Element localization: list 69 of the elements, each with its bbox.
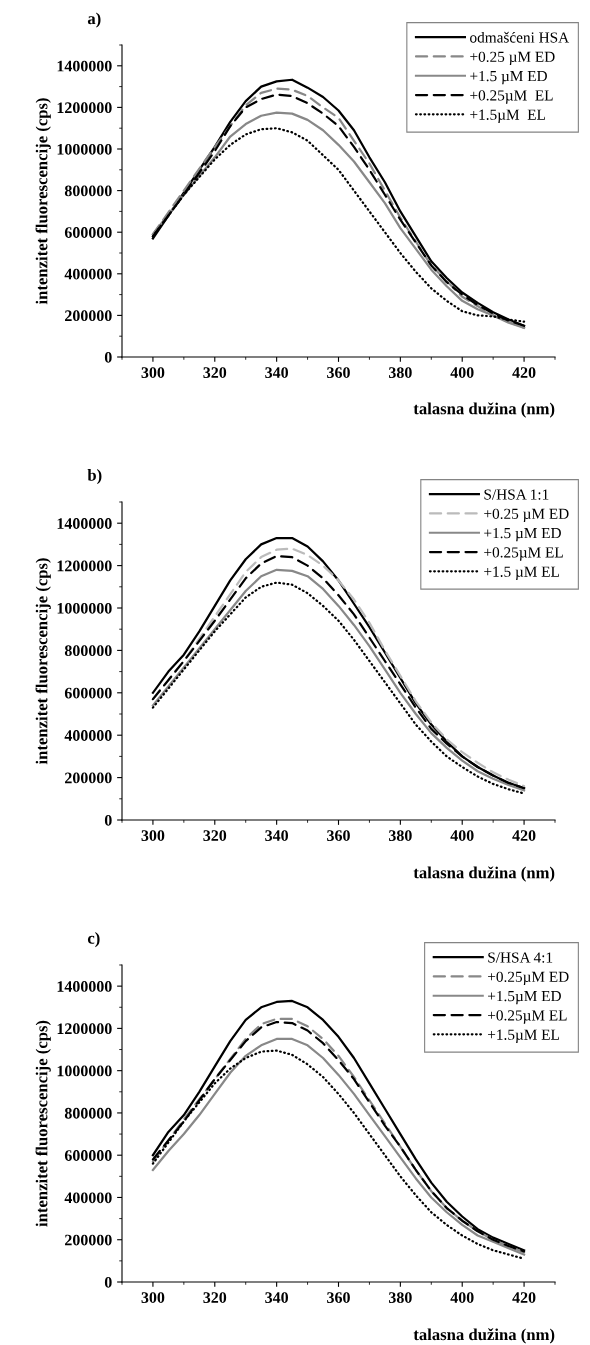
x-tick-label: 320 <box>203 367 227 378</box>
y-tick-label: 1200000 <box>57 560 112 572</box>
y-tick-label: 1400000 <box>57 981 112 992</box>
x-tick-label: 300 <box>141 1292 165 1303</box>
y-axis-title: intenzitet fluorescencije (cps) <box>35 558 51 765</box>
legend-label: +1.5µM EL <box>470 109 545 123</box>
y-tick-label: 200000 <box>65 772 112 784</box>
x-axis-title: talasna dužina (nm) <box>413 866 555 882</box>
legend-label: odmašćeni HSA <box>470 31 570 43</box>
x-tick-label: 360 <box>327 367 350 378</box>
legend-label: S/HSA 4:1 <box>488 952 553 963</box>
x-tick-label: 400 <box>450 367 474 378</box>
y-tick-label: 800000 <box>64 645 112 657</box>
y-tick-label: 1000000 <box>57 143 112 155</box>
legend-label: +1.5 µM EL <box>484 566 559 580</box>
legend-label: +0.25 µM ED <box>484 508 569 523</box>
y-tick-label: 0 <box>104 814 112 826</box>
y-tick-label: 0 <box>104 351 112 363</box>
legend-label: +0.25µM EL <box>484 547 563 561</box>
y-tick-label: 1400000 <box>57 60 112 72</box>
y-tick-label: 600000 <box>64 227 112 238</box>
x-tick-label: 420 <box>512 830 536 841</box>
y-tick-label: 600000 <box>64 1150 112 1161</box>
x-tick-label: 400 <box>450 1292 474 1303</box>
x-tick-label: 420 <box>512 1292 536 1303</box>
x-axis-title: talasna dužina (nm) <box>413 1328 555 1344</box>
x-tick-label: 380 <box>388 367 412 378</box>
x-tick-label: 320 <box>203 1292 227 1303</box>
y-tick-label: 1200000 <box>57 102 112 114</box>
y-axis-title: intenzitet fluorescencije (cps) <box>35 1020 51 1227</box>
y-tick-label: 1200000 <box>57 1023 112 1035</box>
legend-label: +0.25µM ED <box>488 971 569 986</box>
x-tick-label: 420 <box>512 367 536 378</box>
x-tick-label: 340 <box>265 1292 289 1303</box>
x-tick-label: 400 <box>450 830 474 841</box>
legend-label: +1.5µM ED <box>488 991 561 1005</box>
y-tick-label: 400000 <box>64 730 112 741</box>
x-tick-label: 300 <box>141 830 165 841</box>
y-tick-label: 800000 <box>64 1107 112 1119</box>
y-tick-label: 800000 <box>64 185 112 197</box>
x-tick-label: 380 <box>388 830 412 841</box>
y-axis-title: intenzitet fluorescencije (cps) <box>35 98 51 305</box>
x-tick-label: 340 <box>265 367 289 378</box>
x-tick-label: 300 <box>141 367 165 378</box>
x-axis-title: talasna dužina (nm) <box>413 402 555 418</box>
chart-title: a) <box>87 12 101 28</box>
legend-label: +1.5 µM ED <box>484 528 561 542</box>
y-tick-label: 1400000 <box>57 518 112 529</box>
legend-label: +0.25 µM ED <box>470 51 555 66</box>
x-tick-label: 360 <box>327 1292 350 1303</box>
chart-title: c) <box>87 932 100 948</box>
x-tick-label: 320 <box>203 830 227 841</box>
y-tick-label: 0 <box>104 1276 112 1288</box>
legend-label: +1.5 µM ED <box>470 71 547 85</box>
y-tick-label: 1000000 <box>57 602 112 614</box>
x-tick-label: 340 <box>265 830 289 841</box>
x-tick-label: 360 <box>327 830 350 841</box>
y-tick-label: 200000 <box>65 310 112 322</box>
y-tick-label: 400000 <box>64 268 112 280</box>
y-tick-label: 1000000 <box>57 1065 112 1077</box>
legend-label: +0.25µM EL <box>488 1010 567 1024</box>
y-tick-label: 600000 <box>64 687 112 699</box>
chart-title: b) <box>87 469 102 485</box>
legend-label: S/HSA 1:1 <box>484 489 549 500</box>
y-tick-label: 200000 <box>65 1234 112 1246</box>
y-tick-label: 400000 <box>64 1192 112 1204</box>
legend-label: +1.5µM EL <box>488 1029 559 1043</box>
legend-label: +0.25µM EL <box>470 90 553 104</box>
x-tick-label: 380 <box>388 1292 412 1303</box>
